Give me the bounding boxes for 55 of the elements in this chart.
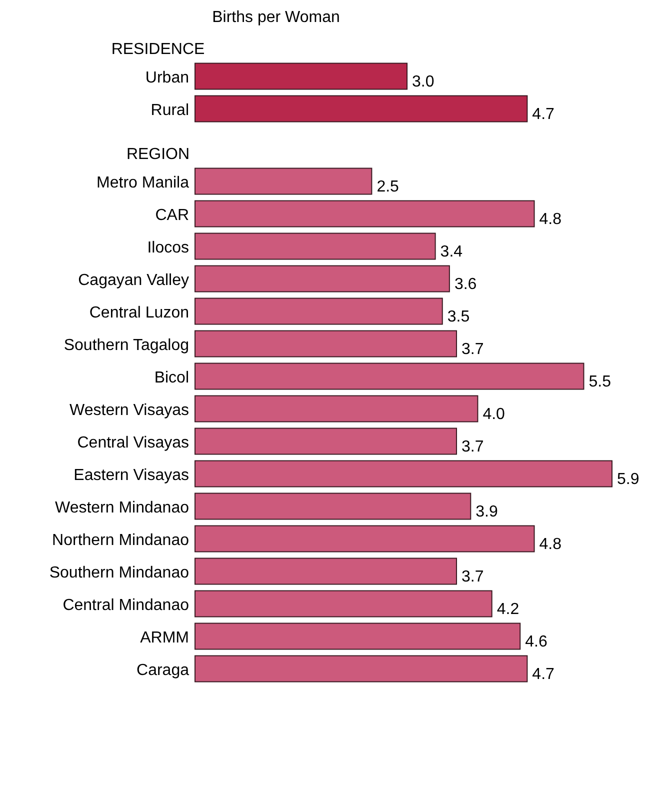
y-tick-label: Metro Manila: [96, 174, 190, 192]
y-tick-label: Central Luzon: [89, 304, 189, 322]
data-label: 4.0: [482, 406, 506, 423]
bar: [194, 200, 535, 228]
y-tick-label: Northern Mindanao: [52, 532, 190, 549]
bar: [194, 590, 492, 618]
data-label: 3.5: [447, 308, 470, 326]
y-tick-label: Central Visayas: [77, 434, 189, 452]
y-tick-label: Central Mindanao: [62, 596, 190, 614]
data-label: 3.7: [462, 438, 484, 456]
chart-title: Births per Woman: [212, 9, 340, 26]
y-tick-label: Southern Tagalog: [64, 336, 189, 354]
bar: [194, 558, 458, 585]
chart-subtitle: RESIDENCE: [111, 41, 205, 58]
data-label: 2.5: [376, 178, 400, 196]
data-label: 3.7: [462, 568, 484, 586]
bar: [194, 655, 528, 682]
y-tick-label: Ilocos: [147, 239, 189, 256]
data-label: 5.5: [588, 373, 612, 390]
data-label: 5.9: [617, 470, 640, 488]
data-label: 3.0: [412, 73, 434, 90]
y-tick-label: Urban: [145, 69, 189, 86]
bar: [194, 492, 472, 520]
y-tick-label: Bicol: [154, 369, 189, 386]
bar: [194, 265, 450, 292]
y-tick-label: Southern Mindanao: [49, 564, 190, 582]
y-tick-label: Cagayan Valley: [78, 272, 189, 289]
chart-subtitle: REGION: [126, 146, 190, 163]
y-tick-label: Western Mindanao: [55, 499, 190, 516]
data-label: 4.7: [532, 666, 555, 683]
bar: [194, 525, 535, 552]
y-tick-label: Eastern Visayas: [74, 466, 189, 484]
bar: [194, 298, 443, 325]
bar: [194, 622, 521, 650]
y-tick-label: CAR: [155, 206, 189, 224]
data-label: 3.6: [454, 276, 477, 293]
data-label: 4.8: [539, 536, 562, 553]
bar: [194, 168, 372, 195]
data-label: 3.9: [476, 503, 498, 520]
bar: [194, 428, 458, 455]
data-label: 4.6: [525, 633, 548, 650]
bar: [194, 460, 612, 488]
data-label: 3.7: [462, 340, 484, 358]
y-tick-label: Caraga: [136, 662, 190, 679]
bar: [194, 232, 436, 260]
data-label: 3.4: [440, 243, 463, 260]
y-tick-label: Rural: [150, 102, 189, 119]
data-label: 4.7: [532, 106, 555, 123]
bar: [194, 330, 458, 358]
bar: [194, 395, 478, 422]
data-label: 4.2: [496, 600, 520, 618]
bar: [194, 362, 584, 390]
data-label: 4.8: [539, 210, 562, 228]
y-tick-label: Western Visayas: [70, 402, 189, 419]
y-tick-label: ARMM: [140, 629, 189, 646]
